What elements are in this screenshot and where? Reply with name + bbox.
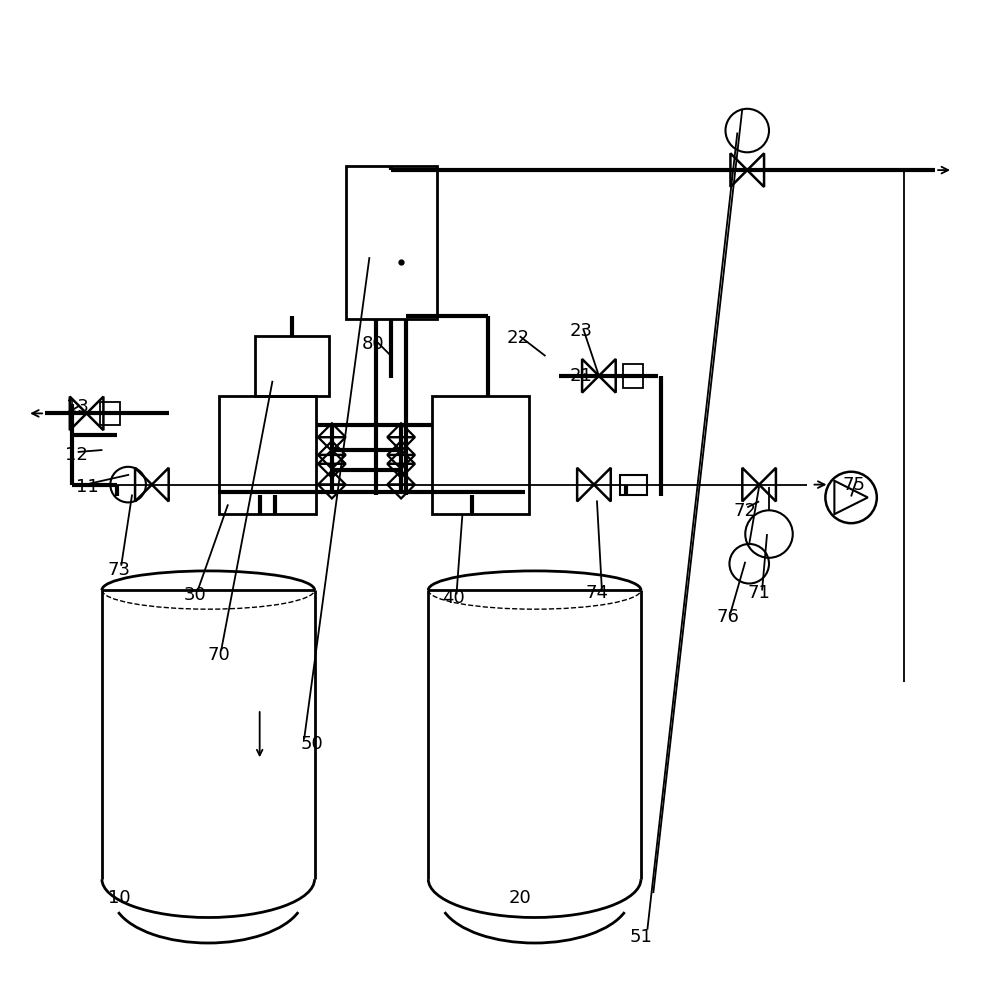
Text: 21: 21 [570,367,593,385]
Text: 40: 40 [442,589,465,607]
Text: 75: 75 [843,476,866,494]
Bar [620,475,647,494]
Text: 30: 30 [184,586,207,604]
Bar [100,402,120,425]
Text: 70: 70 [208,646,230,664]
Text: 80: 80 [362,335,385,353]
Text: 73: 73 [108,561,131,579]
Text: 50: 50 [301,735,323,753]
Text: 22: 22 [506,329,529,347]
Text: 51: 51 [630,928,653,945]
Bar [346,165,437,319]
Text: 12: 12 [65,446,88,464]
Text: 10: 10 [108,889,131,907]
Text: 71: 71 [748,584,771,602]
Bar [623,364,643,388]
Bar [255,336,329,396]
Text: 20: 20 [508,889,531,907]
Text: 76: 76 [716,608,739,626]
Bar [219,396,316,514]
Text: 11: 11 [76,478,99,495]
Text: 23: 23 [570,322,593,340]
Bar [432,396,529,514]
Text: 13: 13 [66,399,89,416]
Text: 72: 72 [734,502,757,520]
Text: 74: 74 [585,584,608,602]
